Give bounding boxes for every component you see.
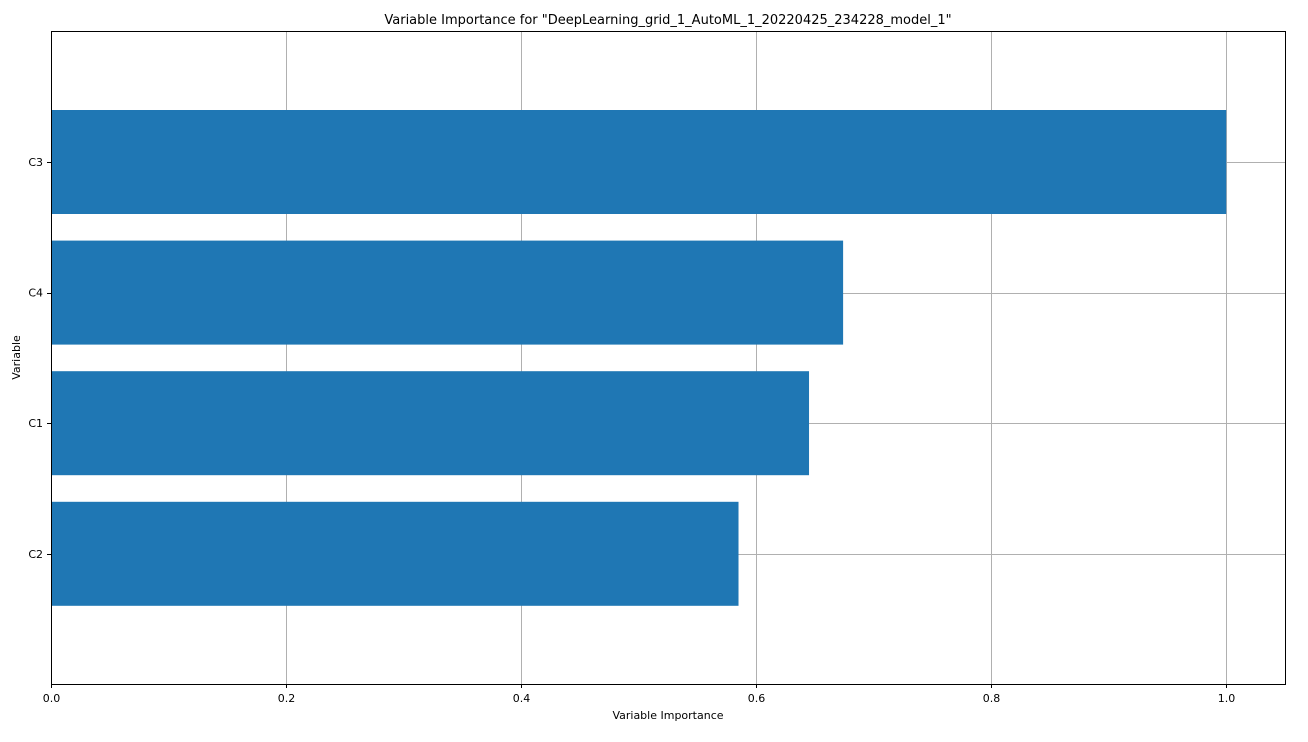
x-tick-label: 0.4 [513,692,531,705]
bar-c3 [51,110,1227,214]
bar-c4 [51,240,844,345]
bar-c1 [51,371,810,476]
x-tick-label: 1.0 [1218,692,1236,705]
x-axis-label: Variable Importance [612,709,723,722]
y-tick-label: C1 [28,417,43,430]
y-axis-label: Variable [10,335,23,380]
bar-c2 [51,501,739,606]
y-tick-label: C3 [28,156,43,169]
y-tick-label: C4 [28,287,43,300]
chart-title: Variable Importance for "DeepLearning_gr… [384,13,951,28]
plot-area-frame [51,31,1286,685]
y-tick-label: C2 [28,548,43,561]
x-tick-label: 0.8 [983,692,1001,705]
x-tick-label: 0.0 [43,692,61,705]
ticks: 0.0 0.2 0.4 0.6 0.8 1.0 C3 C4 C1 C2 [28,156,1235,705]
bars [51,110,1227,606]
x-tick-label: 0.2 [278,692,296,705]
x-tick-label: 0.6 [748,692,766,705]
